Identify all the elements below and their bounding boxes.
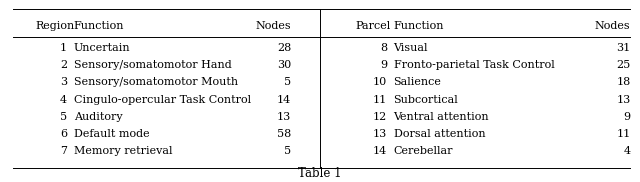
Text: 11: 11 <box>616 129 630 139</box>
Text: 2: 2 <box>60 60 67 70</box>
Text: Cingulo-opercular Task Control: Cingulo-opercular Task Control <box>74 95 251 104</box>
Text: 6: 6 <box>60 129 67 139</box>
Text: Visual: Visual <box>394 43 428 53</box>
Text: 18: 18 <box>616 78 630 87</box>
Text: Default mode: Default mode <box>74 129 149 139</box>
Text: Table 1: Table 1 <box>298 167 342 180</box>
Text: 12: 12 <box>373 112 387 122</box>
Text: 1: 1 <box>60 43 67 53</box>
Text: 58: 58 <box>277 129 291 139</box>
Text: Parcel: Parcel <box>355 21 390 31</box>
Text: Ventral attention: Ventral attention <box>394 112 489 122</box>
Text: 9: 9 <box>380 60 387 70</box>
Text: 25: 25 <box>616 60 630 70</box>
Text: 13: 13 <box>277 112 291 122</box>
Text: Auditory: Auditory <box>74 112 122 122</box>
Text: 9: 9 <box>623 112 630 122</box>
Text: Region: Region <box>35 21 74 31</box>
Text: 13: 13 <box>616 95 630 104</box>
Text: 14: 14 <box>277 95 291 104</box>
Text: Memory retrieval: Memory retrieval <box>74 146 172 156</box>
Text: 28: 28 <box>277 43 291 53</box>
Text: Dorsal attention: Dorsal attention <box>394 129 485 139</box>
Text: 5: 5 <box>60 112 67 122</box>
Text: 8: 8 <box>380 43 387 53</box>
Text: 11: 11 <box>373 95 387 104</box>
Text: Sensory/somatomotor Hand: Sensory/somatomotor Hand <box>74 60 231 70</box>
Text: Fronto-parietal Task Control: Fronto-parietal Task Control <box>394 60 554 70</box>
Text: Function: Function <box>394 21 444 31</box>
Text: Nodes: Nodes <box>255 21 291 31</box>
Text: Nodes: Nodes <box>595 21 630 31</box>
Text: Sensory/somatomotor Mouth: Sensory/somatomotor Mouth <box>74 78 237 87</box>
Text: 13: 13 <box>373 129 387 139</box>
Text: 5: 5 <box>284 146 291 156</box>
Text: 3: 3 <box>60 78 67 87</box>
Text: 5: 5 <box>284 78 291 87</box>
Text: Function: Function <box>74 21 124 31</box>
Text: 30: 30 <box>277 60 291 70</box>
Text: 10: 10 <box>373 78 387 87</box>
Text: 7: 7 <box>60 146 67 156</box>
Text: Subcortical: Subcortical <box>394 95 458 104</box>
Text: 4: 4 <box>60 95 67 104</box>
Text: 14: 14 <box>373 146 387 156</box>
Text: Salience: Salience <box>394 78 442 87</box>
Text: Uncertain: Uncertain <box>74 43 130 53</box>
Text: Cerebellar: Cerebellar <box>394 146 453 156</box>
Text: 31: 31 <box>616 43 630 53</box>
Text: 4: 4 <box>623 146 630 156</box>
